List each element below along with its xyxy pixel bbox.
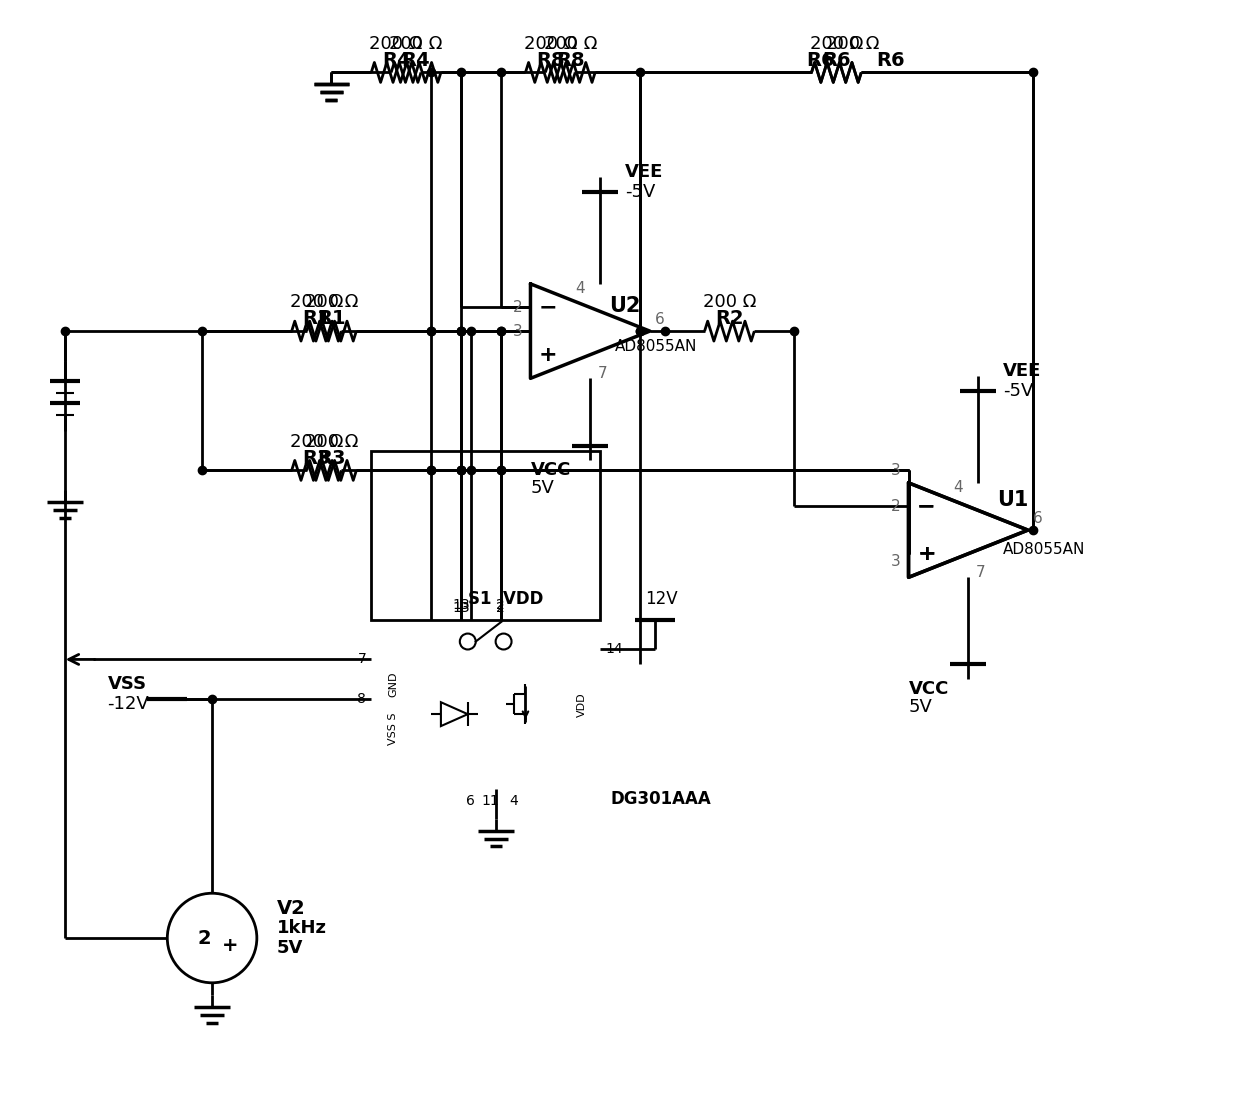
Text: 11: 11 xyxy=(482,794,500,808)
Text: R8: R8 xyxy=(556,51,584,69)
Text: R8: R8 xyxy=(536,51,564,69)
Text: +: + xyxy=(918,544,936,563)
Text: VSS: VSS xyxy=(108,675,146,693)
Text: AD8055AN: AD8055AN xyxy=(615,338,697,354)
Text: AD8055AN: AD8055AN xyxy=(1003,542,1085,558)
Text: R4: R4 xyxy=(382,51,410,69)
Text: 6: 6 xyxy=(1033,511,1043,526)
Text: VEE: VEE xyxy=(1003,362,1042,380)
Text: DG301AAA: DG301AAA xyxy=(610,789,711,808)
Text: R6: R6 xyxy=(877,51,905,69)
Text: 7: 7 xyxy=(976,564,986,580)
Text: −: − xyxy=(539,298,558,317)
Text: 200 Ω: 200 Ω xyxy=(305,293,358,312)
Text: +: + xyxy=(539,345,558,365)
Text: VCC: VCC xyxy=(909,681,949,698)
Text: -12V: -12V xyxy=(108,695,149,714)
Text: 200 Ω: 200 Ω xyxy=(543,35,596,53)
Text: 200 Ω: 200 Ω xyxy=(290,433,343,450)
Text: −: − xyxy=(918,496,936,516)
Text: R3: R3 xyxy=(317,448,346,468)
Text: +: + xyxy=(222,937,238,955)
Text: 5V: 5V xyxy=(531,480,554,497)
Text: 2: 2 xyxy=(496,597,505,612)
Text: 12V: 12V xyxy=(645,590,677,607)
Text: R6: R6 xyxy=(822,51,851,69)
Text: R2: R2 xyxy=(715,310,744,328)
Text: 200 Ω: 200 Ω xyxy=(370,35,423,53)
Text: V2: V2 xyxy=(277,898,305,918)
Text: 5V: 5V xyxy=(909,698,932,716)
Text: U2: U2 xyxy=(609,296,641,316)
Text: -5V: -5V xyxy=(625,182,656,201)
Text: R1: R1 xyxy=(303,310,331,328)
Text: 2: 2 xyxy=(892,498,900,514)
Text: 13: 13 xyxy=(453,597,470,612)
Text: 8: 8 xyxy=(357,692,366,706)
Text: R4: R4 xyxy=(402,51,430,69)
Text: VDD: VDD xyxy=(577,692,588,717)
Bar xyxy=(371,450,600,619)
Text: 6: 6 xyxy=(466,794,475,808)
Text: 200 Ω: 200 Ω xyxy=(826,35,880,53)
Text: U1: U1 xyxy=(997,490,1029,511)
Text: R6: R6 xyxy=(806,51,836,69)
Text: 200 Ω: 200 Ω xyxy=(389,35,443,53)
Text: +: + xyxy=(918,544,936,563)
Text: 4: 4 xyxy=(510,794,518,808)
Text: 3: 3 xyxy=(890,463,900,478)
Text: 200 Ω: 200 Ω xyxy=(703,293,756,312)
Text: -5V: -5V xyxy=(1003,382,1033,400)
Text: S1  VDD: S1 VDD xyxy=(467,590,543,607)
Text: 14: 14 xyxy=(605,642,622,657)
Text: 200 Ω: 200 Ω xyxy=(810,35,863,53)
Text: R3: R3 xyxy=(303,448,331,468)
Text: 2: 2 xyxy=(197,929,211,948)
Text: 7: 7 xyxy=(598,366,608,381)
Text: 3: 3 xyxy=(890,554,900,569)
Text: 2: 2 xyxy=(513,300,522,315)
Text: 3: 3 xyxy=(513,324,522,338)
Text: 7: 7 xyxy=(357,652,366,666)
Text: 13: 13 xyxy=(453,601,470,615)
Text: 200 Ω: 200 Ω xyxy=(290,293,343,312)
Text: 4: 4 xyxy=(954,480,963,495)
Text: 2: 2 xyxy=(496,601,505,615)
Text: 1kHz: 1kHz xyxy=(277,919,327,937)
Text: GND: GND xyxy=(388,672,398,697)
Text: 6: 6 xyxy=(655,312,665,327)
Text: VCC: VCC xyxy=(531,461,570,480)
Text: −: − xyxy=(918,496,936,516)
Text: 4: 4 xyxy=(575,281,585,296)
Text: 5V: 5V xyxy=(277,939,303,957)
Text: 200 Ω: 200 Ω xyxy=(305,433,358,450)
Text: R1: R1 xyxy=(317,310,346,328)
Text: 200 Ω: 200 Ω xyxy=(523,35,577,53)
Text: VEE: VEE xyxy=(625,163,663,181)
Text: VSS S: VSS S xyxy=(388,713,398,746)
